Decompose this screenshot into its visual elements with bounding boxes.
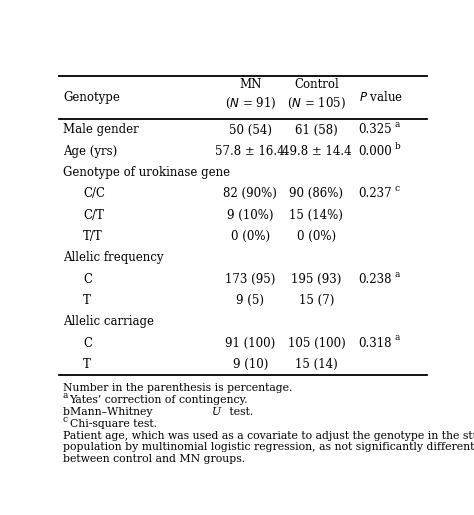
Text: C: C xyxy=(83,272,92,286)
Text: 15 (14): 15 (14) xyxy=(295,358,338,371)
Text: 91 (100): 91 (100) xyxy=(225,337,275,350)
Text: 9 (5): 9 (5) xyxy=(236,294,264,307)
Text: 9 (10%): 9 (10%) xyxy=(227,209,273,222)
Text: Allelic carriage: Allelic carriage xyxy=(63,315,154,328)
Text: 105 (100): 105 (100) xyxy=(288,337,345,350)
Text: Allelic frequency: Allelic frequency xyxy=(63,251,164,264)
Text: Control
($N$ = 105): Control ($N$ = 105) xyxy=(287,78,346,111)
Text: b: b xyxy=(394,142,400,150)
Text: C/C: C/C xyxy=(83,187,105,200)
Text: 49.8 ± 14.4: 49.8 ± 14.4 xyxy=(282,145,351,158)
Text: 0.318: 0.318 xyxy=(358,337,392,350)
Text: Male gender: Male gender xyxy=(63,124,139,136)
Text: 82 (90%): 82 (90%) xyxy=(223,187,277,200)
Text: 0.238: 0.238 xyxy=(358,272,392,286)
Text: C: C xyxy=(83,337,92,350)
Text: Patient age, which was used as a covariate to adjust the genotype in the study: Patient age, which was used as a covaria… xyxy=(63,431,474,441)
Text: 195 (93): 195 (93) xyxy=(291,272,342,286)
Text: Genotype: Genotype xyxy=(63,91,120,104)
Text: a: a xyxy=(394,121,400,129)
Text: Age (yrs): Age (yrs) xyxy=(63,145,117,158)
Text: 9 (10): 9 (10) xyxy=(233,358,268,371)
Text: T: T xyxy=(83,358,91,371)
Text: Number in the parenthesis is percentage.: Number in the parenthesis is percentage. xyxy=(63,383,292,393)
Text: 0 (0%): 0 (0%) xyxy=(297,230,336,243)
Text: MN
($N$ = 91): MN ($N$ = 91) xyxy=(225,78,276,111)
Text: a: a xyxy=(394,333,400,342)
Text: 15 (7): 15 (7) xyxy=(299,294,334,307)
Text: U: U xyxy=(212,407,221,417)
Text: T: T xyxy=(83,294,91,307)
Text: a: a xyxy=(63,391,68,400)
Text: 15 (14%): 15 (14%) xyxy=(290,209,343,222)
Text: 0.325: 0.325 xyxy=(358,124,392,136)
Text: C/T: C/T xyxy=(83,209,104,222)
Text: 0 (0%): 0 (0%) xyxy=(231,230,270,243)
Text: between control and MN groups.: between control and MN groups. xyxy=(63,454,245,465)
Text: 0.237: 0.237 xyxy=(358,187,392,200)
Text: Chi-square test.: Chi-square test. xyxy=(70,419,156,428)
Text: T/T: T/T xyxy=(83,230,103,243)
Text: 173 (95): 173 (95) xyxy=(225,272,275,286)
Text: test.: test. xyxy=(227,407,254,417)
Text: 50 (54): 50 (54) xyxy=(229,124,272,136)
Text: 57.8 ± 16.4: 57.8 ± 16.4 xyxy=(216,145,285,158)
Text: population by multinomial logistic regression, as not significantly different: population by multinomial logistic regre… xyxy=(63,442,474,453)
Text: $P$ value: $P$ value xyxy=(359,91,403,105)
Text: 61 (58): 61 (58) xyxy=(295,124,338,136)
Text: a: a xyxy=(394,269,400,279)
Text: c: c xyxy=(395,184,400,193)
Text: Genotype of urokinase gene: Genotype of urokinase gene xyxy=(63,166,230,179)
Text: Yates’ correction of contingency.: Yates’ correction of contingency. xyxy=(70,395,248,405)
Text: 90 (86%): 90 (86%) xyxy=(290,187,343,200)
Text: bMann–Whitney: bMann–Whitney xyxy=(63,407,156,417)
Text: 0.000: 0.000 xyxy=(358,145,392,158)
Text: c: c xyxy=(63,415,68,424)
